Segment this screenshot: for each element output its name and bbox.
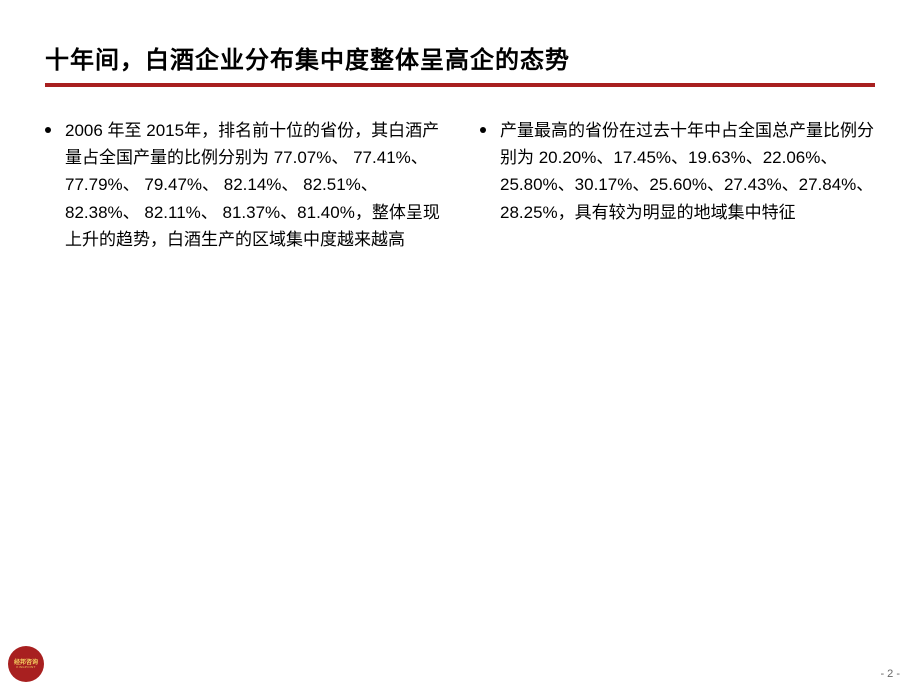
bullet-marker: [480, 127, 486, 133]
title-underline: [45, 83, 875, 87]
bullet-item: 2006 年至 2015年，排名前十位的省份，其白酒产量占全国产量的比例分别为 …: [45, 117, 440, 253]
content-area: 2006 年至 2015年，排名前十位的省份，其白酒产量占全国产量的比例分别为 …: [45, 117, 875, 253]
bullet-text-right: 产量最高的省份在过去十年中占全国总产量比例分别为 20.20%、17.45%、1…: [500, 117, 875, 226]
brand-logo: 经邦咨询 KINGPOINT: [8, 646, 44, 682]
bullet-marker: [45, 127, 51, 133]
left-column: 2006 年至 2015年，排名前十位的省份，其白酒产量占全国产量的比例分别为 …: [45, 117, 440, 253]
bullet-text-left: 2006 年至 2015年，排名前十位的省份，其白酒产量占全国产量的比例分别为 …: [65, 117, 440, 253]
page-number: - 2 -: [880, 668, 900, 680]
right-column: 产量最高的省份在过去十年中占全国总产量比例分别为 20.20%、17.45%、1…: [480, 117, 875, 253]
slide-container: 十年间，白酒企业分布集中度整体呈高企的态势 2006 年至 2015年，排名前十…: [0, 0, 920, 690]
page-title: 十年间，白酒企业分布集中度整体呈高企的态势: [45, 40, 875, 75]
logo-content: 经邦咨询 KINGPOINT: [14, 660, 38, 669]
footer: 经邦咨询 KINGPOINT - 2 -: [0, 648, 920, 690]
logo-english-text: KINGPOINT: [14, 666, 38, 669]
bullet-item: 产量最高的省份在过去十年中占全国总产量比例分别为 20.20%、17.45%、1…: [480, 117, 875, 226]
